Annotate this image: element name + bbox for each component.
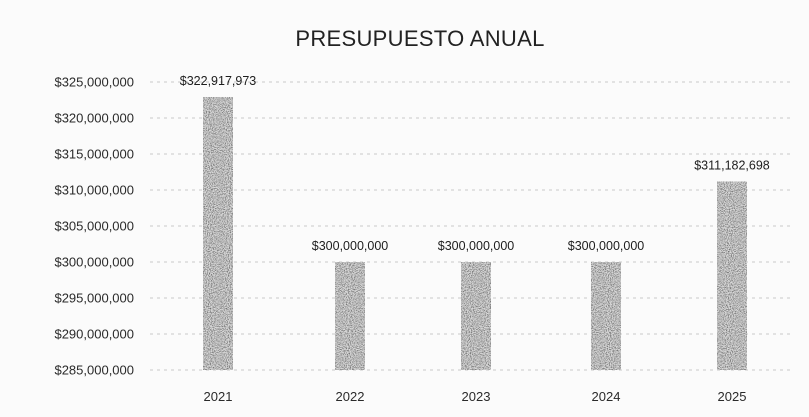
bar [717,181,747,370]
data-label: $311,182,698 [694,158,770,172]
bar [335,262,365,370]
y-tick-label: $320,000,000 [54,111,134,126]
data-label: $300,000,000 [568,239,645,253]
bar [591,262,621,370]
data-label: $300,000,000 [438,239,515,253]
y-tick-label: $305,000,000 [54,219,134,234]
x-axis-ticks: 2021 2022 2023 2024 2025 [204,389,747,404]
y-tick-label: $300,000,000 [54,255,134,270]
y-axis-ticks: $285,000,000 $290,000,000 $295,000,000 $300… [54,75,134,378]
x-tick-label: 2021 [204,389,233,404]
x-tick-label: 2022 [336,389,365,404]
y-tick-label: $310,000,000 [54,183,134,198]
bar-2024 [591,262,621,370]
x-tick-label: 2024 [592,389,621,404]
gridlines [150,81,790,371]
bar-2021 [203,96,233,370]
bar-2023 [461,262,491,370]
bar [461,262,491,370]
y-tick-label: $285,000,000 [54,363,134,378]
y-tick-label: $325,000,000 [54,75,134,90]
bar-2025 [717,181,747,370]
data-labels: $322,917,973 $300,000,000 $300,000,000 $300… [180,74,770,253]
y-tick-label: $295,000,000 [54,291,134,306]
chart-title: PRESUPUESTO ANUAL [295,26,545,51]
bar-2022 [335,262,365,370]
y-tick-label: $315,000,000 [54,147,134,162]
bar [203,96,233,370]
x-tick-label: 2023 [462,389,491,404]
data-label: $322,917,973 [180,74,257,88]
data-label: $300,000,000 [312,239,389,253]
y-tick-label: $290,000,000 [54,327,134,342]
bars [203,96,747,370]
x-tick-label: 2025 [718,389,747,404]
